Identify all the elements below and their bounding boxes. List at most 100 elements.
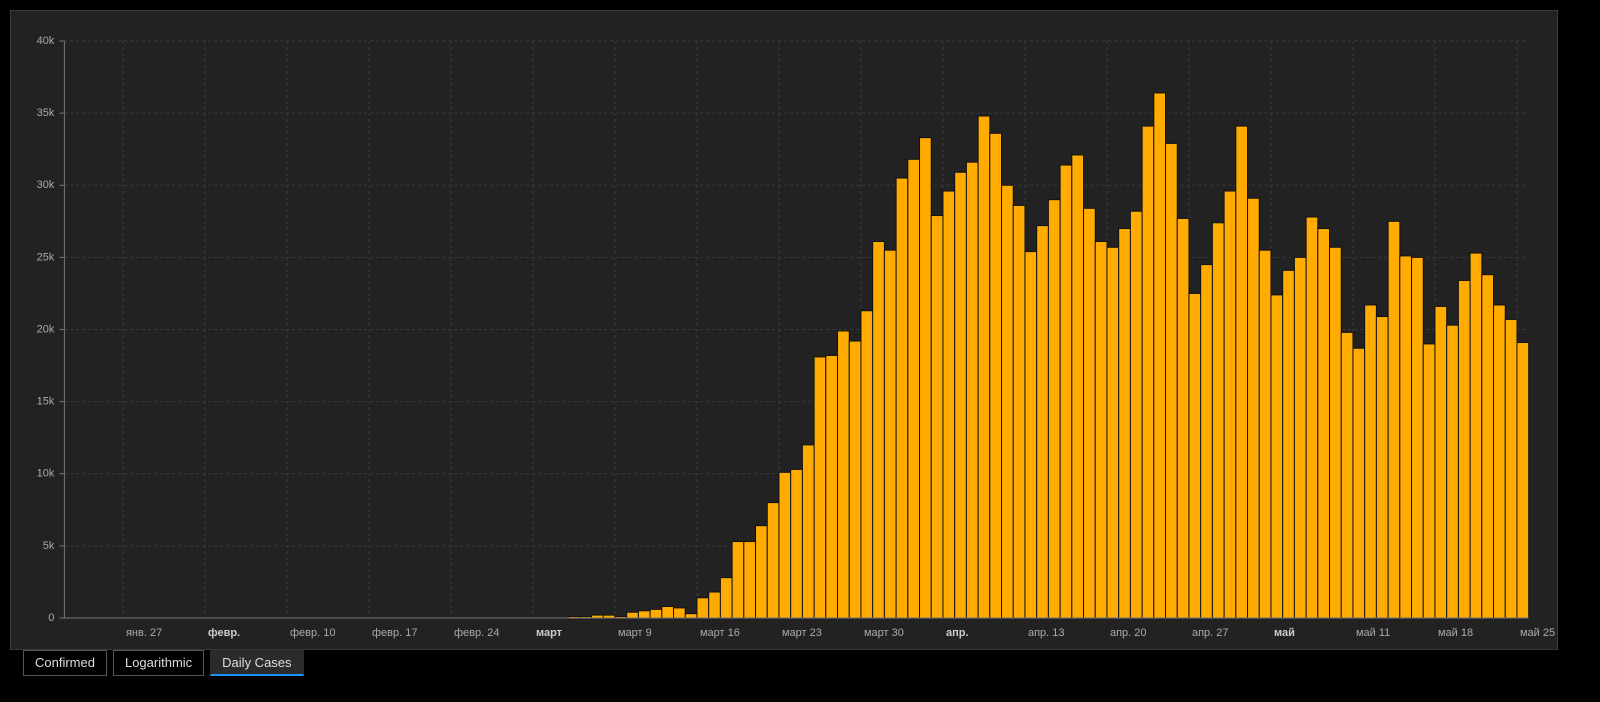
bar	[1399, 255, 1413, 619]
bar	[719, 577, 733, 619]
bar	[626, 611, 639, 619]
bar	[1446, 324, 1459, 619]
bar	[1200, 264, 1213, 619]
x-tick-label: апр. 27	[1192, 627, 1229, 639]
bar	[965, 161, 979, 619]
bar	[1129, 210, 1143, 619]
bar	[790, 468, 803, 619]
bar	[1071, 154, 1085, 619]
bar	[1352, 347, 1366, 619]
bar	[1118, 228, 1131, 619]
bar	[1317, 228, 1331, 619]
bar	[1411, 256, 1424, 619]
bar	[1282, 269, 1295, 619]
x-tick-label: май	[1274, 627, 1295, 639]
bar	[872, 241, 885, 619]
bar	[1153, 92, 1167, 619]
bar	[1247, 197, 1260, 619]
bar	[637, 610, 651, 619]
bar	[837, 330, 850, 619]
bar	[1387, 220, 1401, 619]
x-tick-label: апр.	[946, 627, 969, 639]
bar	[1504, 318, 1518, 619]
y-tick-label: 5k	[43, 540, 55, 552]
bar	[1270, 294, 1284, 619]
bar	[731, 541, 745, 619]
bar	[684, 613, 698, 619]
bar	[1293, 256, 1307, 619]
bar	[1457, 279, 1471, 619]
bar	[1012, 204, 1026, 619]
tab-bar: Confirmed Logarithmic Daily Cases	[23, 650, 304, 676]
bar	[778, 471, 792, 619]
bar	[708, 591, 721, 619]
bar	[1059, 164, 1073, 619]
bar	[1493, 304, 1506, 619]
bar	[930, 215, 944, 619]
y-tick-label: 30k	[37, 179, 55, 191]
x-tick-label: янв. 27	[126, 627, 162, 639]
bar	[1188, 292, 1202, 619]
bar	[907, 158, 921, 619]
bar	[989, 132, 1003, 619]
x-tick-label: март	[536, 627, 563, 639]
x-tick-label: февр. 10	[290, 627, 335, 639]
bar	[860, 310, 874, 619]
x-tick-label: май 18	[1438, 627, 1473, 639]
tab-button[interactable]: Logarithmic	[112, 650, 205, 676]
bar	[825, 354, 839, 619]
bar	[1329, 246, 1342, 619]
y-tick-label: 15k	[37, 396, 55, 408]
bar	[1165, 142, 1178, 619]
x-tick-label: март 30	[864, 627, 904, 639]
y-tick-label: 25k	[37, 251, 55, 263]
x-tick-label: март 23	[782, 627, 822, 639]
tab-button[interactable]: Confirmed	[23, 650, 107, 676]
bar	[1364, 304, 1377, 619]
bar	[743, 541, 757, 619]
bar	[755, 525, 768, 619]
x-tick-label: февр. 17	[372, 627, 417, 639]
bar	[1211, 222, 1225, 619]
bar	[1375, 316, 1389, 619]
x-tick-label: март 16	[700, 627, 740, 639]
x-tick-label: апр. 20	[1110, 627, 1147, 639]
bar	[1094, 241, 1108, 619]
bar	[1176, 217, 1190, 619]
tab-button[interactable]: Daily Cases	[210, 650, 304, 676]
bar	[1235, 125, 1249, 619]
bar	[813, 356, 827, 619]
bar	[883, 249, 897, 619]
bar	[673, 607, 686, 619]
x-tick-label: февр. 24	[454, 627, 499, 639]
bar	[1305, 216, 1319, 619]
bar	[1481, 274, 1495, 619]
bar	[895, 177, 909, 619]
x-tick-label: май 25	[1520, 627, 1555, 639]
bar	[661, 605, 675, 619]
y-tick-label: 20k	[37, 323, 55, 335]
bar	[1516, 341, 1530, 619]
bar	[1083, 207, 1096, 619]
bar	[1024, 251, 1038, 619]
y-tick-label: 35k	[37, 107, 55, 119]
bar	[1258, 249, 1272, 619]
bar	[1469, 252, 1483, 619]
bar	[766, 502, 780, 619]
bar	[649, 608, 663, 619]
bar	[942, 190, 956, 619]
bar	[1223, 190, 1237, 619]
bar	[1001, 184, 1014, 619]
y-tick-label: 10k	[37, 468, 55, 480]
bar	[1434, 305, 1448, 619]
bar	[1422, 343, 1436, 619]
x-tick-label: апр. 13	[1028, 627, 1065, 639]
bar	[848, 340, 862, 619]
bar	[1340, 331, 1354, 619]
bar	[1106, 246, 1120, 619]
bar	[919, 137, 932, 619]
bar	[696, 597, 710, 619]
bar	[1036, 225, 1049, 619]
